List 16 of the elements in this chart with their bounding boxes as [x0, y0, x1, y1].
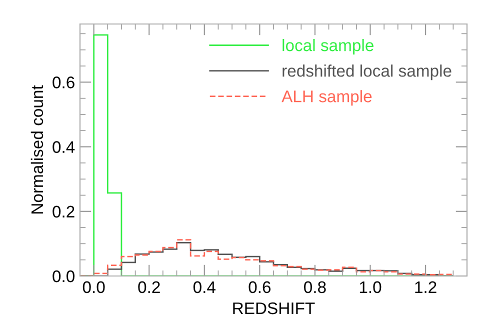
y-tick-label: 0.0 — [52, 270, 74, 282]
y-axis-title: Normalised count — [30, 85, 44, 214]
x-tick-label: 1.2 — [415, 281, 436, 293]
x-axis-title: REDSHIFT — [233, 302, 315, 314]
x-tick-label: 0.2 — [138, 281, 160, 294]
x-tick-label: 0.6 — [248, 281, 271, 294]
legend-label: ALH sample — [282, 90, 372, 106]
y-tick-label: 0.6 — [52, 76, 74, 88]
x-tick-label: 0.8 — [304, 281, 326, 294]
x-tick-label: 1.0 — [360, 281, 382, 294]
y-tick-label: 0.2 — [52, 206, 74, 218]
x-tick-label: 0.4 — [193, 281, 216, 294]
y-tick-label: 0.4 — [52, 141, 75, 153]
x-tick-label: 0.0 — [82, 281, 105, 294]
legend-label: redshifted local sample — [282, 64, 452, 80]
legend-label: local sample — [282, 39, 374, 55]
